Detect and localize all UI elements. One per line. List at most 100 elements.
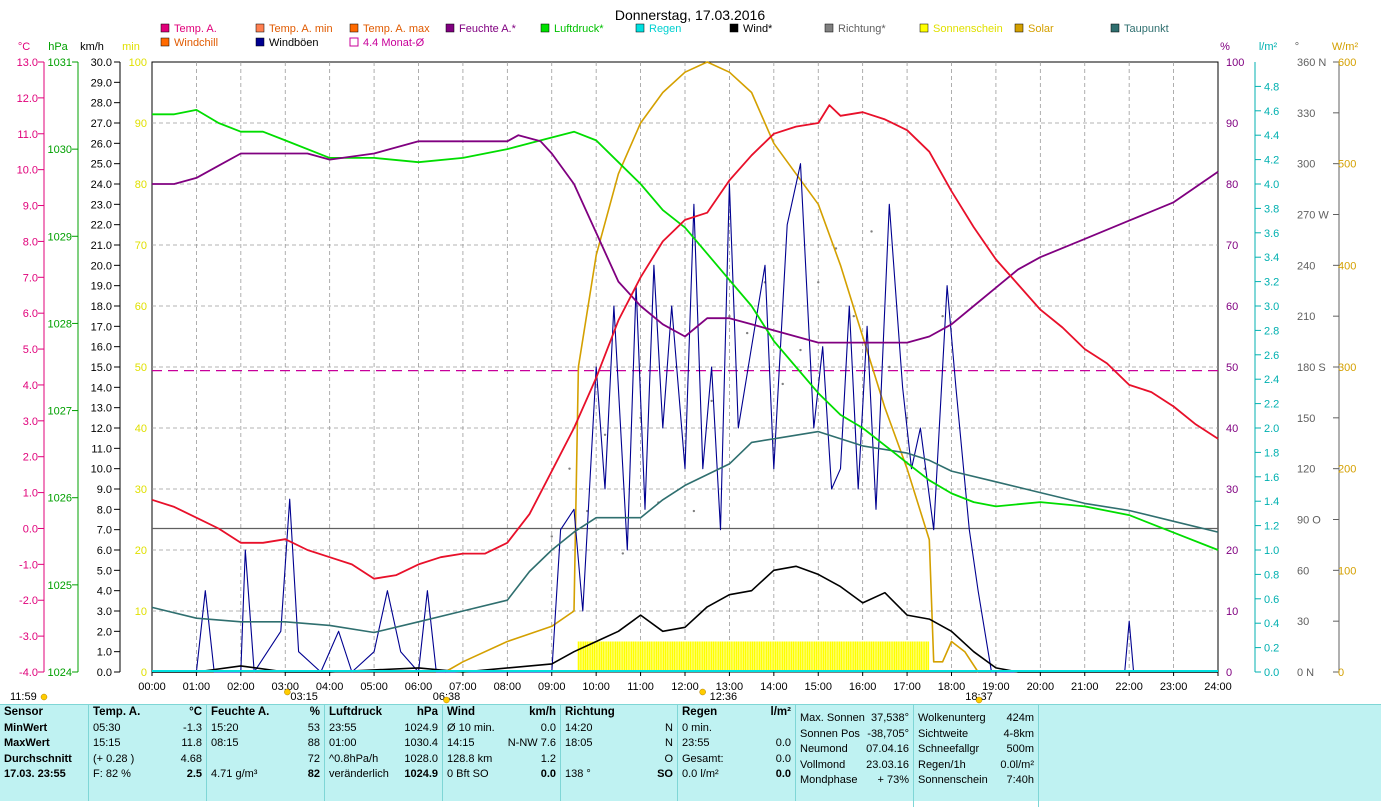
cell: -1.3 bbox=[183, 721, 202, 734]
direction-header: Richtung bbox=[565, 706, 615, 718]
wind-tick-label: 6.0 bbox=[97, 545, 112, 557]
time-tick-label: 08:00 bbox=[494, 681, 522, 693]
cell: Sonnen Pos bbox=[800, 727, 860, 740]
wind-tick-label: 12.0 bbox=[91, 423, 112, 435]
cell: Schneefallgr bbox=[918, 743, 980, 755]
rain-tick-label: 3.4 bbox=[1264, 252, 1279, 264]
time-tick-label: 02:00 bbox=[227, 681, 255, 693]
direction-point bbox=[692, 509, 696, 513]
time-tick-label: 06:00 bbox=[405, 681, 433, 693]
cell: N bbox=[665, 737, 673, 749]
direction-tick-label: 180 S bbox=[1297, 362, 1326, 374]
humidity-tick-label: 60 bbox=[1226, 301, 1238, 313]
solar-tick-label: 300 bbox=[1338, 362, 1356, 374]
solar-tick-label: 200 bbox=[1338, 464, 1356, 476]
cell: 1028.0 bbox=[404, 752, 438, 765]
time-axis: 00:00 01:00 02:00 03:00 04:00 05:00 06:00 07:00… bbox=[10, 672, 1232, 704]
direction-tick-label: 90 O bbox=[1297, 515, 1321, 527]
solar-tick-label: 500 bbox=[1338, 159, 1356, 171]
rain-tick-label: 3.6 bbox=[1264, 228, 1279, 240]
time-tick-label: 17:00 bbox=[893, 681, 921, 693]
sun-time-marker: 11:59 bbox=[10, 691, 37, 703]
legend-swatch bbox=[1110, 23, 1120, 33]
wind-tick-label: 10.0 bbox=[91, 464, 112, 476]
cell: 4.71 g/m³ bbox=[211, 768, 258, 780]
humidity-tick-label: 10 bbox=[1226, 606, 1238, 618]
cell: Max. Sonnen bbox=[800, 712, 865, 724]
cell: 0 min. bbox=[682, 721, 712, 734]
time-tick-label: 20:00 bbox=[1027, 681, 1055, 693]
direction-point bbox=[728, 314, 731, 318]
minutes-tick-label: 90 bbox=[135, 118, 147, 130]
time-tick-label: 04:00 bbox=[316, 681, 344, 693]
row-label: MaxWert bbox=[4, 737, 50, 749]
legend-label: Temp. A. max bbox=[363, 23, 430, 35]
rain-tick-label: 0.2 bbox=[1264, 643, 1279, 655]
pressure-column: Luftdruck hPa 23:55 1024.9 01:00 1030.4 ^0.… bbox=[325, 705, 443, 801]
direction-point bbox=[799, 348, 802, 352]
cell: 1024.9 bbox=[404, 768, 438, 780]
sun-column: Max. Sonnen 37,538° Sonnen Pos -38,705° Ne… bbox=[796, 705, 914, 807]
wind-tick-label: 0.0 bbox=[97, 667, 112, 679]
cell: Mondphase bbox=[800, 774, 858, 786]
cell: 23.03.16 bbox=[866, 758, 909, 771]
cell: 4.68 bbox=[180, 752, 202, 765]
rain-tick-label: 3.8 bbox=[1264, 203, 1279, 215]
rain-tick-label: 4.4 bbox=[1264, 130, 1279, 142]
weather-chart: Donnerstag, 17.03.2016 Temp. A. Windchill… bbox=[10, 7, 1358, 704]
temp-tick-label: 0.0 bbox=[23, 523, 38, 535]
direction-point bbox=[852, 314, 855, 318]
cell: 138 ° bbox=[565, 768, 591, 780]
temp-tick-label: 3.0 bbox=[23, 416, 38, 428]
sun-marker-dot bbox=[975, 696, 983, 704]
wind-tick-label: 9.0 bbox=[97, 484, 112, 496]
time-tick-label: 21:00 bbox=[1071, 681, 1099, 693]
wind-column: Wind km/h Ø 10 min. 0.0 14:15 N-NW 7.6 128.… bbox=[443, 705, 561, 801]
cell: N-NW 7.6 bbox=[507, 737, 556, 749]
time-tick-label: 18:00 bbox=[938, 681, 966, 693]
humidity-tick-label: 90 bbox=[1226, 118, 1238, 130]
sun-time-marker: 12:36 bbox=[710, 691, 738, 703]
sun-marker-dot bbox=[699, 688, 706, 696]
cell: 14:15 bbox=[447, 737, 475, 749]
sun-marker-dot bbox=[443, 696, 450, 704]
cell: 1024.9 bbox=[404, 721, 438, 734]
temp-tick-label: -3.0 bbox=[19, 631, 38, 643]
legend-label: Regen bbox=[649, 23, 681, 35]
wind-tick-label: 16.0 bbox=[91, 342, 112, 354]
minutes-tick-label: 50 bbox=[135, 362, 147, 374]
cell: 01:00 bbox=[329, 737, 357, 749]
legend-label: Temp. A. min bbox=[269, 23, 333, 35]
direction-tick-label: 270 W bbox=[1297, 210, 1329, 222]
sensor-header: Sensor bbox=[4, 706, 43, 718]
rain-column: Regen l/m² 0 min. 23:55 0.0 Gesamt: 0.0 0.0… bbox=[678, 705, 796, 801]
direction-tick-label: 0 N bbox=[1297, 667, 1314, 679]
direction-point bbox=[710, 399, 713, 403]
cell: 424m bbox=[1006, 712, 1034, 724]
cell: 37,538° bbox=[870, 712, 909, 724]
series-line-feuchte-a bbox=[152, 134, 1219, 344]
temp-tick-label: 7.0 bbox=[23, 272, 38, 284]
humidity-tick-label: 40 bbox=[1226, 423, 1238, 435]
legend-label: Sonnenschein bbox=[933, 23, 1003, 35]
legend-swatch bbox=[349, 23, 359, 33]
temp-tick-label: 11.0 bbox=[17, 129, 38, 141]
legend-swatch bbox=[729, 23, 739, 33]
cell: 53 bbox=[307, 721, 320, 734]
time-tick-label: 15:00 bbox=[804, 681, 832, 693]
direction-point bbox=[603, 433, 607, 436]
rain-tick-label: 0.0 bbox=[1264, 667, 1279, 679]
cell: N bbox=[665, 721, 673, 734]
pressure-header: Luftdruck bbox=[329, 706, 383, 718]
legend-swatch bbox=[824, 23, 834, 33]
cell: 0.0 bbox=[775, 752, 791, 765]
rain-tick-label: 0.6 bbox=[1264, 594, 1279, 606]
temp-header: Temp. A. bbox=[93, 706, 141, 718]
cell: 72 bbox=[307, 752, 320, 765]
cell: 0.0l/m² bbox=[1000, 758, 1034, 771]
pressure-tick-label: 1030 bbox=[48, 144, 72, 156]
temp-tick-label: 9.0 bbox=[23, 201, 38, 213]
rain-tick-label: 4.0 bbox=[1264, 179, 1279, 191]
axis-unit-label: °C bbox=[18, 41, 30, 53]
direction-tick-label: 210 bbox=[1297, 311, 1315, 323]
